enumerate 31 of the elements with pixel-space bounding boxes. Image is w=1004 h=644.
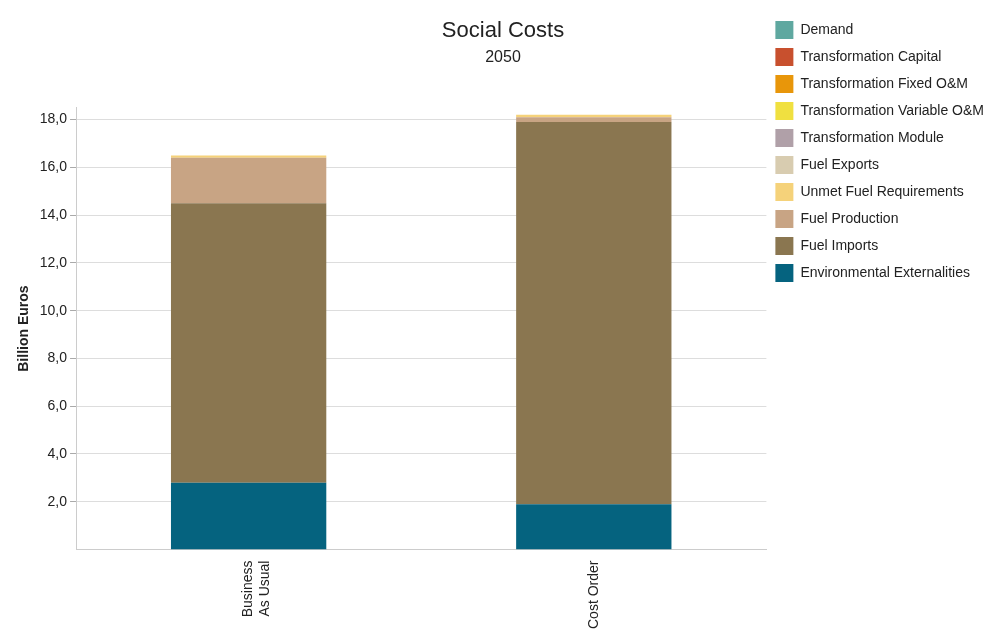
bar xyxy=(516,504,672,550)
chart-subtitle: 2050 xyxy=(485,48,521,66)
chart-title: Social Costs xyxy=(441,17,565,43)
bar xyxy=(170,482,327,550)
y-tick-label: 2,0 xyxy=(47,492,68,509)
y-tick-label: 12,0 xyxy=(39,253,68,270)
y-tick-label: 10,0 xyxy=(39,301,68,318)
legend-label: Transformation Capital xyxy=(800,47,942,64)
legend-label: Fuel Production xyxy=(800,209,899,226)
bar xyxy=(516,121,672,505)
y-tick-label: 16,0 xyxy=(39,158,68,175)
legend-label: Transformation Fixed O&M xyxy=(800,74,968,91)
bar xyxy=(170,157,327,204)
x-tick-label: Business As Usual xyxy=(239,560,273,618)
y-tick-label: 4,0 xyxy=(47,444,68,461)
bar xyxy=(170,155,327,158)
y-tick-label: 18,0 xyxy=(39,110,68,127)
legend-label: Environmental Externalities xyxy=(800,263,971,280)
y-axis-title: Billion Euros xyxy=(15,285,32,372)
legend-label: Unmet Fuel Requirements xyxy=(800,182,964,199)
legend-label: Fuel Imports xyxy=(800,236,879,253)
legend-label: Demand xyxy=(800,20,854,37)
bar xyxy=(516,117,672,122)
y-tick-label: 14,0 xyxy=(39,205,68,222)
legend-label: Transformation Module xyxy=(800,128,945,145)
y-tick-label: 8,0 xyxy=(47,349,68,366)
bar xyxy=(170,203,327,483)
legend-label: Fuel Exports xyxy=(800,155,879,172)
legend-label: Transformation Variable O&M xyxy=(800,101,984,118)
y-tick-label: 6,0 xyxy=(47,397,68,414)
x-tick-label: Cost Order xyxy=(584,560,601,630)
